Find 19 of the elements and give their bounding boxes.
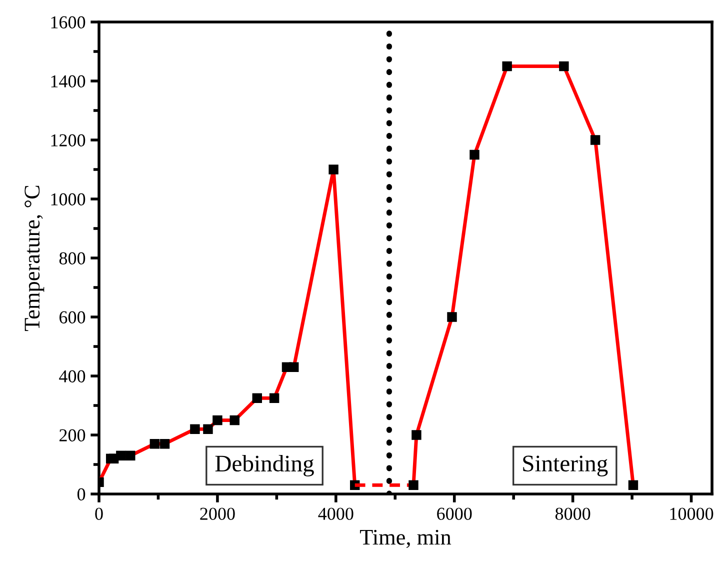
y-tick-label: 200 bbox=[60, 429, 86, 442]
x-tick-label: 2000 bbox=[200, 508, 235, 520]
y-axis-title: Temperature, °C bbox=[24, 186, 44, 331]
y-tick-label: 1400 bbox=[51, 75, 86, 88]
x-tick-label: 10000 bbox=[670, 508, 714, 520]
y-tick-label: 1200 bbox=[51, 134, 86, 146]
y-tick-label: 0 bbox=[77, 488, 86, 500]
x-axis-title: Time, min bbox=[360, 530, 452, 548]
y-tick-label: 400 bbox=[59, 370, 86, 382]
annotation: Sintering bbox=[523, 456, 608, 476]
x-tick-label: 4000 bbox=[318, 508, 354, 520]
x-tick-label: 0 bbox=[95, 508, 103, 520]
x-tick-label: 8000 bbox=[555, 508, 590, 520]
y-tick-label: 800 bbox=[59, 252, 86, 264]
y-tick-label: 1000 bbox=[51, 193, 86, 206]
y-tick-label: 600 bbox=[60, 311, 86, 324]
annotation: Debinding bbox=[215, 454, 314, 476]
x-tick-label: 6000 bbox=[437, 508, 472, 520]
y-tick-label: 1600 bbox=[51, 16, 86, 28]
